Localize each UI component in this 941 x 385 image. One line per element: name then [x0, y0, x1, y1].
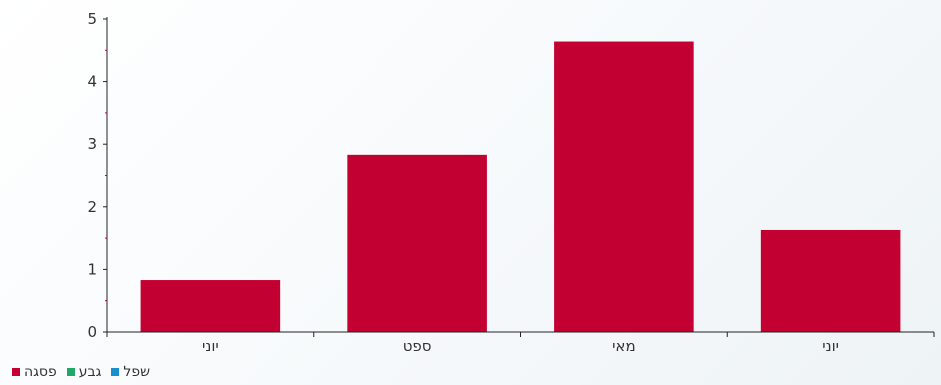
legend-item-crest[interactable]: גבע — [66, 364, 102, 380]
bar-chart: 0 1 2 3 4 5 יוני ספט מאי יוני — [87, 10, 935, 355]
legend-swatch-low — [111, 368, 120, 376]
y-tick-label: 4 — [87, 73, 97, 91]
bar[interactable] — [347, 154, 487, 332]
bar[interactable] — [140, 280, 281, 332]
y-tick-label: 5 — [87, 10, 97, 28]
legend-label-low: שפל — [123, 364, 151, 380]
legend-item-peak[interactable]: פסגה — [12, 364, 57, 380]
legend-swatch-crest — [66, 368, 75, 376]
y-tick-label: 1 — [87, 260, 97, 278]
legend-label-peak: פסגה — [24, 364, 57, 380]
bar[interactable] — [554, 41, 694, 332]
x-tick-label: יוני — [202, 337, 219, 355]
y-tick-label: 3 — [87, 135, 97, 153]
bar[interactable] — [760, 229, 901, 332]
x-tick-label: ספט — [403, 337, 432, 355]
x-tick-label: מאי — [612, 337, 636, 355]
legend-swatch-peak — [12, 368, 20, 376]
y-tick-label: 2 — [87, 198, 97, 216]
legend-item-low[interactable]: שפל — [111, 364, 150, 380]
legend: פסגה גבע שפל — [12, 364, 150, 380]
y-tick-label: 0 — [87, 323, 97, 341]
x-tick-label: יוני — [822, 337, 839, 355]
legend-label-crest: גבע — [78, 364, 102, 380]
